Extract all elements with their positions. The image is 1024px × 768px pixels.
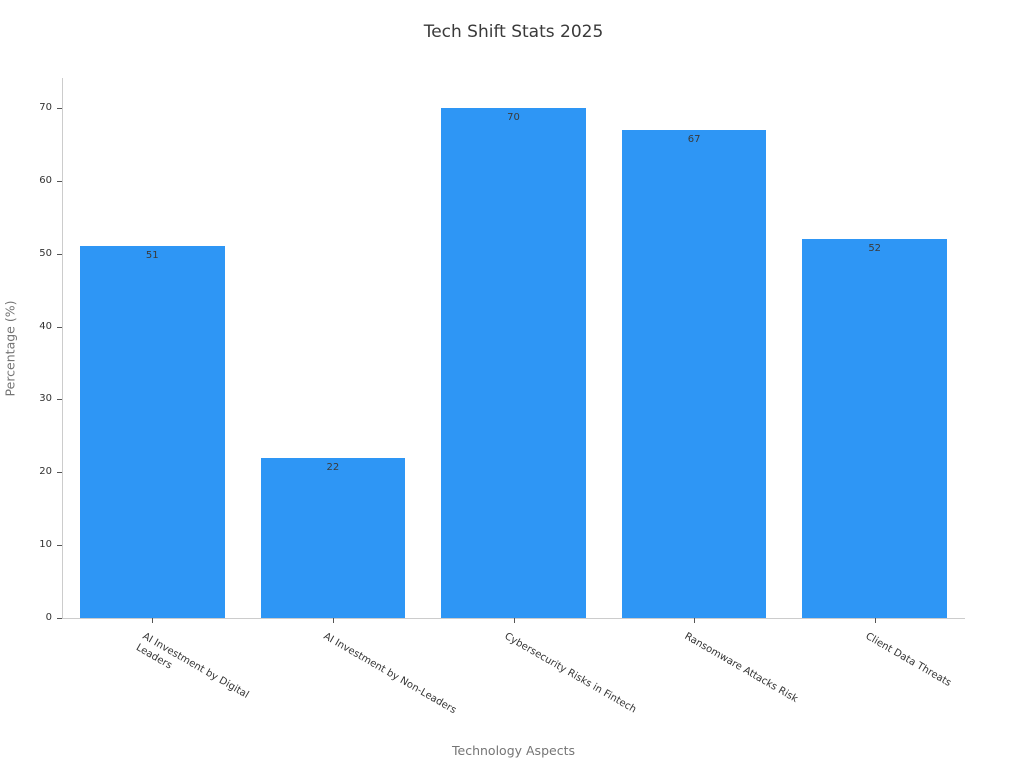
y-tick-mark — [57, 472, 62, 474]
y-tick-mark — [57, 108, 62, 109]
y-tick-label: 20 — [39, 466, 52, 478]
y-tick-mark — [57, 180, 62, 182]
bar-4 — [621, 129, 767, 618]
y-tick-label: 60 — [39, 174, 52, 186]
y-tick-mark — [57, 253, 62, 255]
y-tick-label: 50 — [39, 247, 52, 259]
y-tick-label: 70 — [39, 102, 52, 113]
y-axis-line — [62, 78, 63, 618]
bar-1 — [80, 246, 225, 618]
chart-title: Tech Shift Stats 2025 — [423, 22, 604, 42]
x-axis-label: Technology Aspects — [452, 743, 575, 758]
bar-value-label: 67 — [687, 133, 701, 145]
bar-value-label: 22 — [326, 461, 340, 473]
bar-value-label: 70 — [507, 112, 520, 123]
bar-value-label: 51 — [145, 250, 159, 262]
y-tick-mark — [57, 545, 62, 547]
x-tick-label: AI Investment by Digital Leaders — [134, 631, 251, 701]
x-tick-mark — [694, 618, 696, 623]
y-tick-mark — [57, 326, 62, 328]
y-tick-mark — [57, 399, 62, 401]
y-tick-label: 30 — [39, 393, 52, 405]
y-tick-mark — [57, 618, 62, 619]
x-tick-label: Client Data Threats — [863, 631, 953, 689]
x-tick-label: Cybersecurity Risks in Fintech — [502, 631, 638, 716]
x-tick-mark — [874, 618, 876, 623]
y-tick-label: 40 — [39, 320, 52, 332]
x-tick-mark — [332, 618, 334, 623]
bar-3 — [441, 108, 586, 618]
x-tick-mark — [152, 618, 154, 623]
y-tick-label: 10 — [39, 539, 52, 551]
x-tick-label: Ransomware Attacks Risk — [682, 631, 800, 705]
y-tick-label: 0 — [45, 612, 52, 623]
bar-2 — [260, 457, 406, 618]
bar-value-label: 52 — [868, 243, 882, 255]
bar-5 — [802, 239, 947, 618]
x-tick-mark — [513, 618, 515, 623]
x-tick-label: AI Investment by Non-Leaders — [321, 631, 458, 717]
